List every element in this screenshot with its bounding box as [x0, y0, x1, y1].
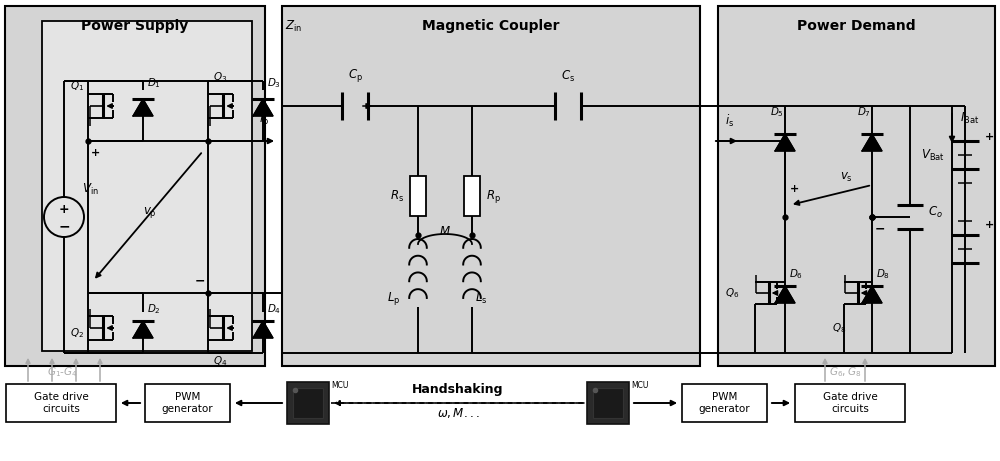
- Bar: [6, 384, 116, 422]
- Bar: [587, 382, 629, 424]
- Text: $V_{\rm Bat}$: $V_{\rm Bat}$: [921, 148, 945, 163]
- Bar: [293, 388, 323, 418]
- Text: +: +: [985, 220, 994, 230]
- Text: $C_{\rm p}$: $C_{\rm p}$: [348, 67, 362, 84]
- Text: $\omega, M...$: $\omega, M...$: [437, 406, 479, 420]
- Text: $M$: $M$: [439, 225, 451, 238]
- Text: +: +: [91, 148, 101, 158]
- Bar: [718, 6, 995, 366]
- Text: $G_1$-$G_4$: $G_1$-$G_4$: [47, 365, 77, 379]
- Text: $C_{\rm s}$: $C_{\rm s}$: [561, 69, 575, 84]
- Text: $C_o$: $C_o$: [928, 204, 943, 219]
- Text: $L_{\rm p}$: $L_{\rm p}$: [387, 290, 400, 307]
- Text: $Q_8$: $Q_8$: [832, 321, 846, 335]
- Bar: [593, 388, 623, 418]
- Text: $I_{\rm Bat}$: $I_{\rm Bat}$: [960, 111, 979, 126]
- Bar: [795, 384, 905, 422]
- Bar: [287, 382, 329, 424]
- Text: $V_{\rm in}$: $V_{\rm in}$: [82, 182, 99, 196]
- Bar: [682, 384, 767, 422]
- Text: $Q_6$: $Q_6$: [725, 286, 739, 300]
- Bar: [42, 21, 252, 351]
- Bar: [282, 6, 700, 366]
- Text: $D_2$: $D_2$: [147, 302, 161, 316]
- Text: Gate drive
circuits: Gate drive circuits: [823, 392, 877, 414]
- Text: $Q_4$: $Q_4$: [213, 354, 227, 368]
- Text: $R_{\rm p}$: $R_{\rm p}$: [486, 188, 501, 205]
- Text: Gate drive
circuits: Gate drive circuits: [34, 392, 88, 414]
- Text: +: +: [985, 132, 994, 142]
- Text: $Q_2$: $Q_2$: [70, 326, 84, 340]
- Text: $L_{\rm s}$: $L_{\rm s}$: [475, 290, 487, 306]
- Polygon shape: [133, 321, 153, 338]
- Polygon shape: [133, 99, 153, 116]
- Text: $D_5$: $D_5$: [770, 105, 784, 119]
- Bar: [410, 176, 426, 216]
- Text: $D_4$: $D_4$: [267, 302, 281, 316]
- Text: $Z_{\rm in}$: $Z_{\rm in}$: [285, 18, 302, 34]
- Bar: [5, 6, 265, 366]
- Text: $v_{\rm s}$: $v_{\rm s}$: [840, 171, 853, 183]
- Text: −: −: [195, 274, 205, 288]
- Text: $Q_1$: $Q_1$: [70, 79, 84, 93]
- Bar: [464, 176, 480, 216]
- Text: MCU: MCU: [631, 381, 648, 390]
- Text: $D_7$: $D_7$: [857, 105, 871, 119]
- Text: MCU: MCU: [331, 381, 348, 390]
- Text: $G_6, G_8$: $G_6, G_8$: [829, 365, 861, 379]
- Text: Power Demand: Power Demand: [797, 19, 916, 33]
- Polygon shape: [253, 321, 273, 338]
- Text: $D_1$: $D_1$: [147, 76, 161, 90]
- Text: PWM
generator: PWM generator: [162, 392, 213, 414]
- Text: Power Supply: Power Supply: [81, 19, 189, 33]
- Text: $Q_3$: $Q_3$: [213, 70, 227, 84]
- Polygon shape: [862, 134, 882, 151]
- Bar: [145, 384, 230, 422]
- Polygon shape: [775, 134, 795, 151]
- Text: $i_{\rm s}$: $i_{\rm s}$: [725, 113, 735, 129]
- Text: $R_{\rm s}$: $R_{\rm s}$: [390, 189, 404, 204]
- Text: $D_6$: $D_6$: [789, 267, 803, 281]
- Text: Magnetic Coupler: Magnetic Coupler: [422, 19, 560, 33]
- Polygon shape: [253, 99, 273, 116]
- Polygon shape: [775, 286, 795, 303]
- Text: $v_{\rm p}$: $v_{\rm p}$: [143, 205, 157, 219]
- Text: Handshaking: Handshaking: [412, 383, 504, 396]
- Text: +: +: [790, 184, 800, 194]
- Text: $D_8$: $D_8$: [876, 267, 890, 281]
- Polygon shape: [862, 286, 882, 303]
- Text: $D_3$: $D_3$: [267, 76, 281, 90]
- Text: +: +: [59, 202, 69, 215]
- Text: −: −: [58, 219, 70, 233]
- Text: PWM
generator: PWM generator: [699, 392, 750, 414]
- Text: $i_{\rm p}$: $i_{\rm p}$: [259, 111, 269, 129]
- Text: −: −: [875, 223, 885, 236]
